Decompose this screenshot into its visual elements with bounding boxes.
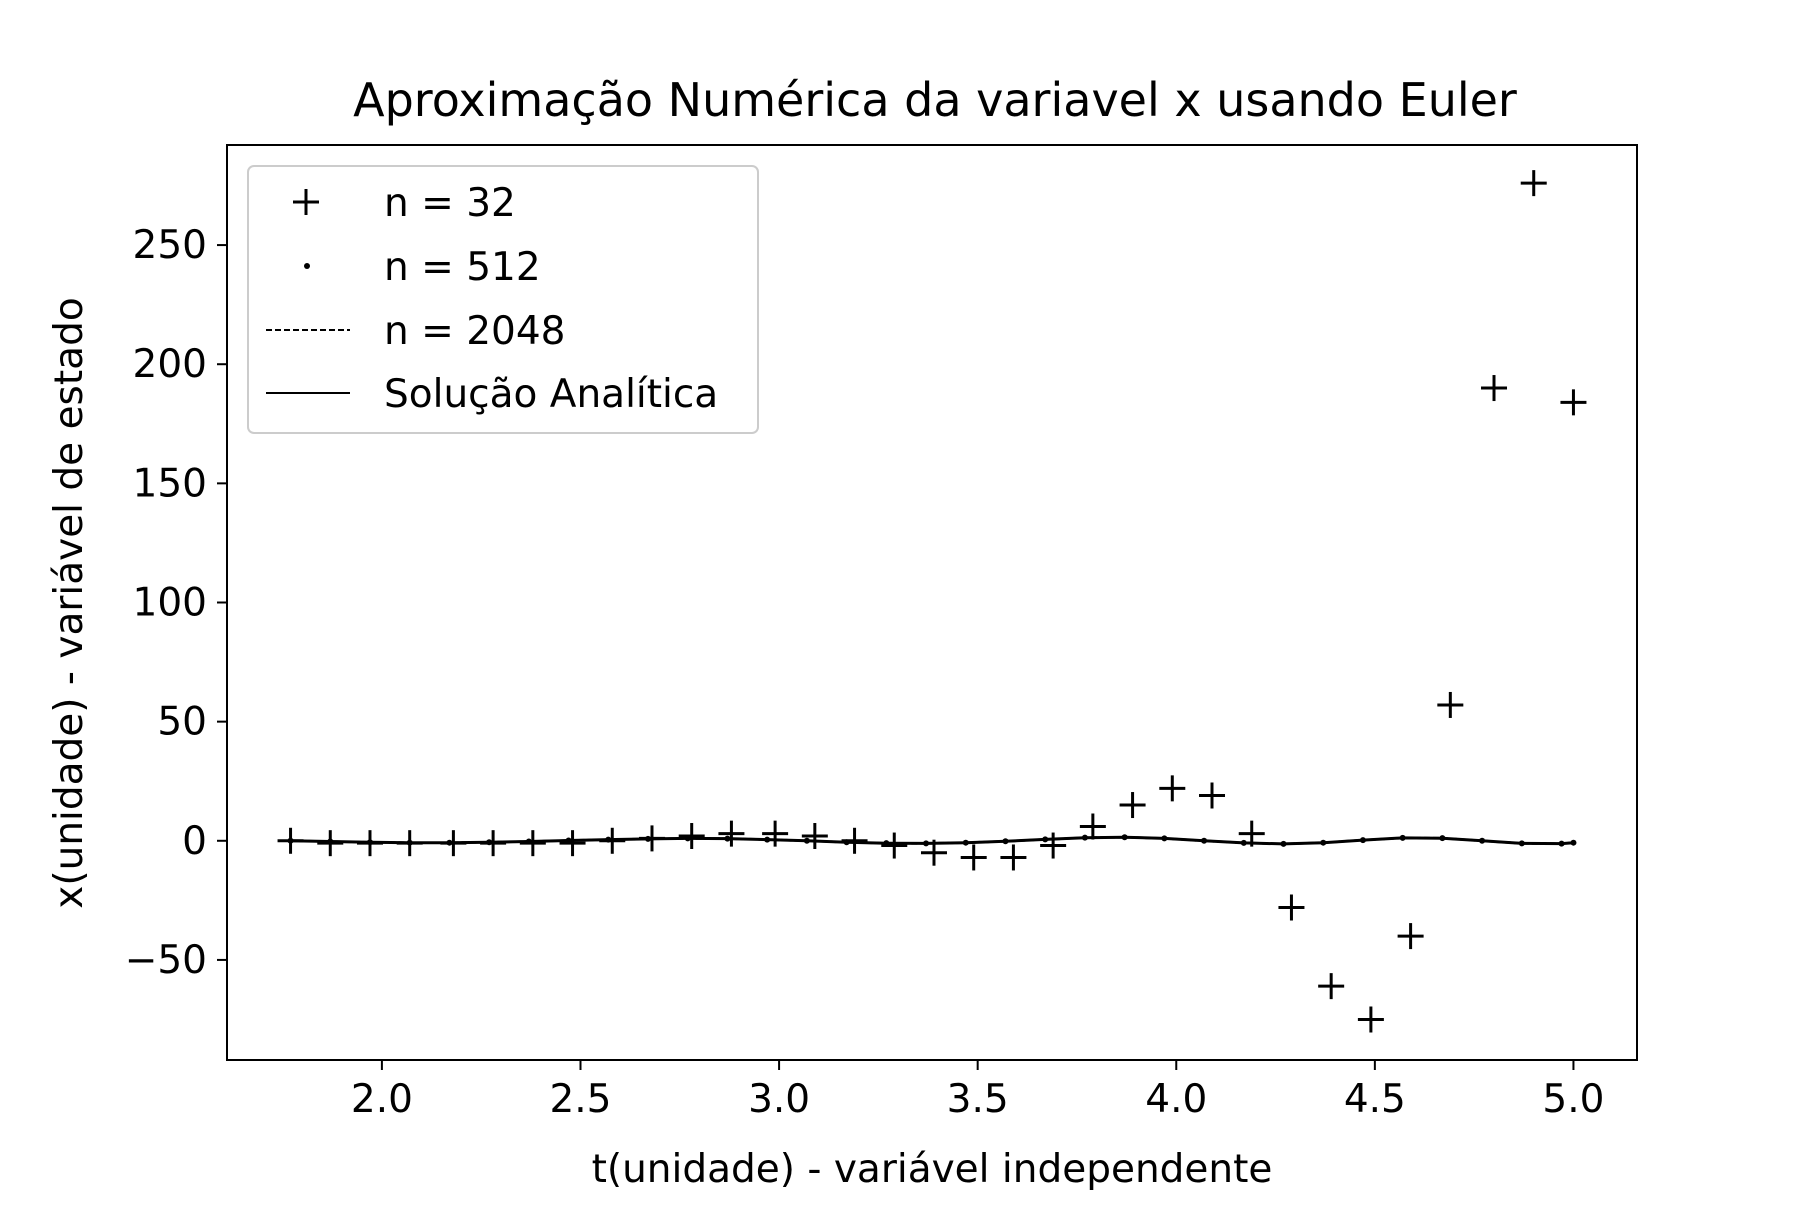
x-tick-label: 5.0 xyxy=(1542,1077,1604,1122)
x-tick-label: 3.5 xyxy=(947,1077,1009,1122)
y-tick-label: 100 xyxy=(133,581,207,626)
n32-point xyxy=(718,820,745,847)
legend-label-n2048: n = 2048 xyxy=(384,309,565,354)
plus-marker-icon xyxy=(293,189,319,215)
n32-point xyxy=(1040,832,1067,859)
y-tick-label: 200 xyxy=(133,342,207,387)
x-tick-label: 2.0 xyxy=(351,1077,413,1122)
chart-title: Aproximação Numérica da variavel x usand… xyxy=(353,73,1517,127)
n32-point xyxy=(801,823,828,850)
legend-label-analitica: Solução Analítica xyxy=(384,372,718,417)
n32-point xyxy=(1520,170,1547,197)
legend-item-analitica: Solução Analítica xyxy=(266,372,718,417)
analytic-solution-line xyxy=(290,835,1574,846)
n32-point xyxy=(1397,923,1424,950)
n32-point xyxy=(1119,792,1146,819)
y-tick-label: 250 xyxy=(133,223,207,268)
y-tick-label: 50 xyxy=(157,700,207,745)
n32-point xyxy=(678,823,705,850)
x-axis-label: t(unidade) - variável independente xyxy=(592,1147,1273,1192)
n32-point xyxy=(1481,375,1508,402)
series-layer xyxy=(277,170,1587,1033)
legend-label-n512: n = 512 xyxy=(384,245,541,290)
x-tick-label: 4.0 xyxy=(1145,1077,1207,1122)
n32-point xyxy=(762,820,789,847)
n32-point xyxy=(1318,973,1345,1000)
x-tick-label: 3.0 xyxy=(748,1077,810,1122)
legend-label-n32: n = 32 xyxy=(384,181,516,226)
n32-point xyxy=(1000,844,1027,871)
x-tick-label: 4.5 xyxy=(1344,1077,1406,1122)
plot-area-frame xyxy=(226,144,1638,1061)
y-axis-label: x(unidade) - variável de estado xyxy=(47,297,92,908)
y-tick-label: 0 xyxy=(182,819,207,864)
n32-point xyxy=(1560,389,1587,416)
n32-point xyxy=(1199,782,1226,809)
n32-point xyxy=(1079,813,1106,840)
legend-frame xyxy=(247,165,759,434)
x-tick-label: 2.5 xyxy=(549,1077,611,1122)
n32-point xyxy=(519,830,546,857)
y-tick-label: −50 xyxy=(125,938,207,983)
dot-marker-icon xyxy=(304,263,310,269)
y-axis-ticks: −50 0 50 100 150 200 250 xyxy=(125,223,227,983)
legend-item-n32: n = 32 xyxy=(293,181,516,226)
legend: n = 32 n = 512 n = 2048 Solução Analític… xyxy=(247,165,759,434)
x-axis-ticks: 2.0 2.5 3.0 3.5 4.0 4.5 5.0 xyxy=(351,1060,1604,1122)
y-tick-label: 150 xyxy=(133,461,207,506)
n32-point xyxy=(1278,894,1305,921)
n32-point xyxy=(1159,775,1186,802)
n32-point xyxy=(960,844,987,871)
legend-item-n2048: n = 2048 xyxy=(266,309,565,354)
legend-item-n512: n = 512 xyxy=(304,245,541,290)
n32-point xyxy=(1437,691,1464,718)
n32-point xyxy=(1357,1006,1384,1033)
n32-point xyxy=(559,830,586,857)
